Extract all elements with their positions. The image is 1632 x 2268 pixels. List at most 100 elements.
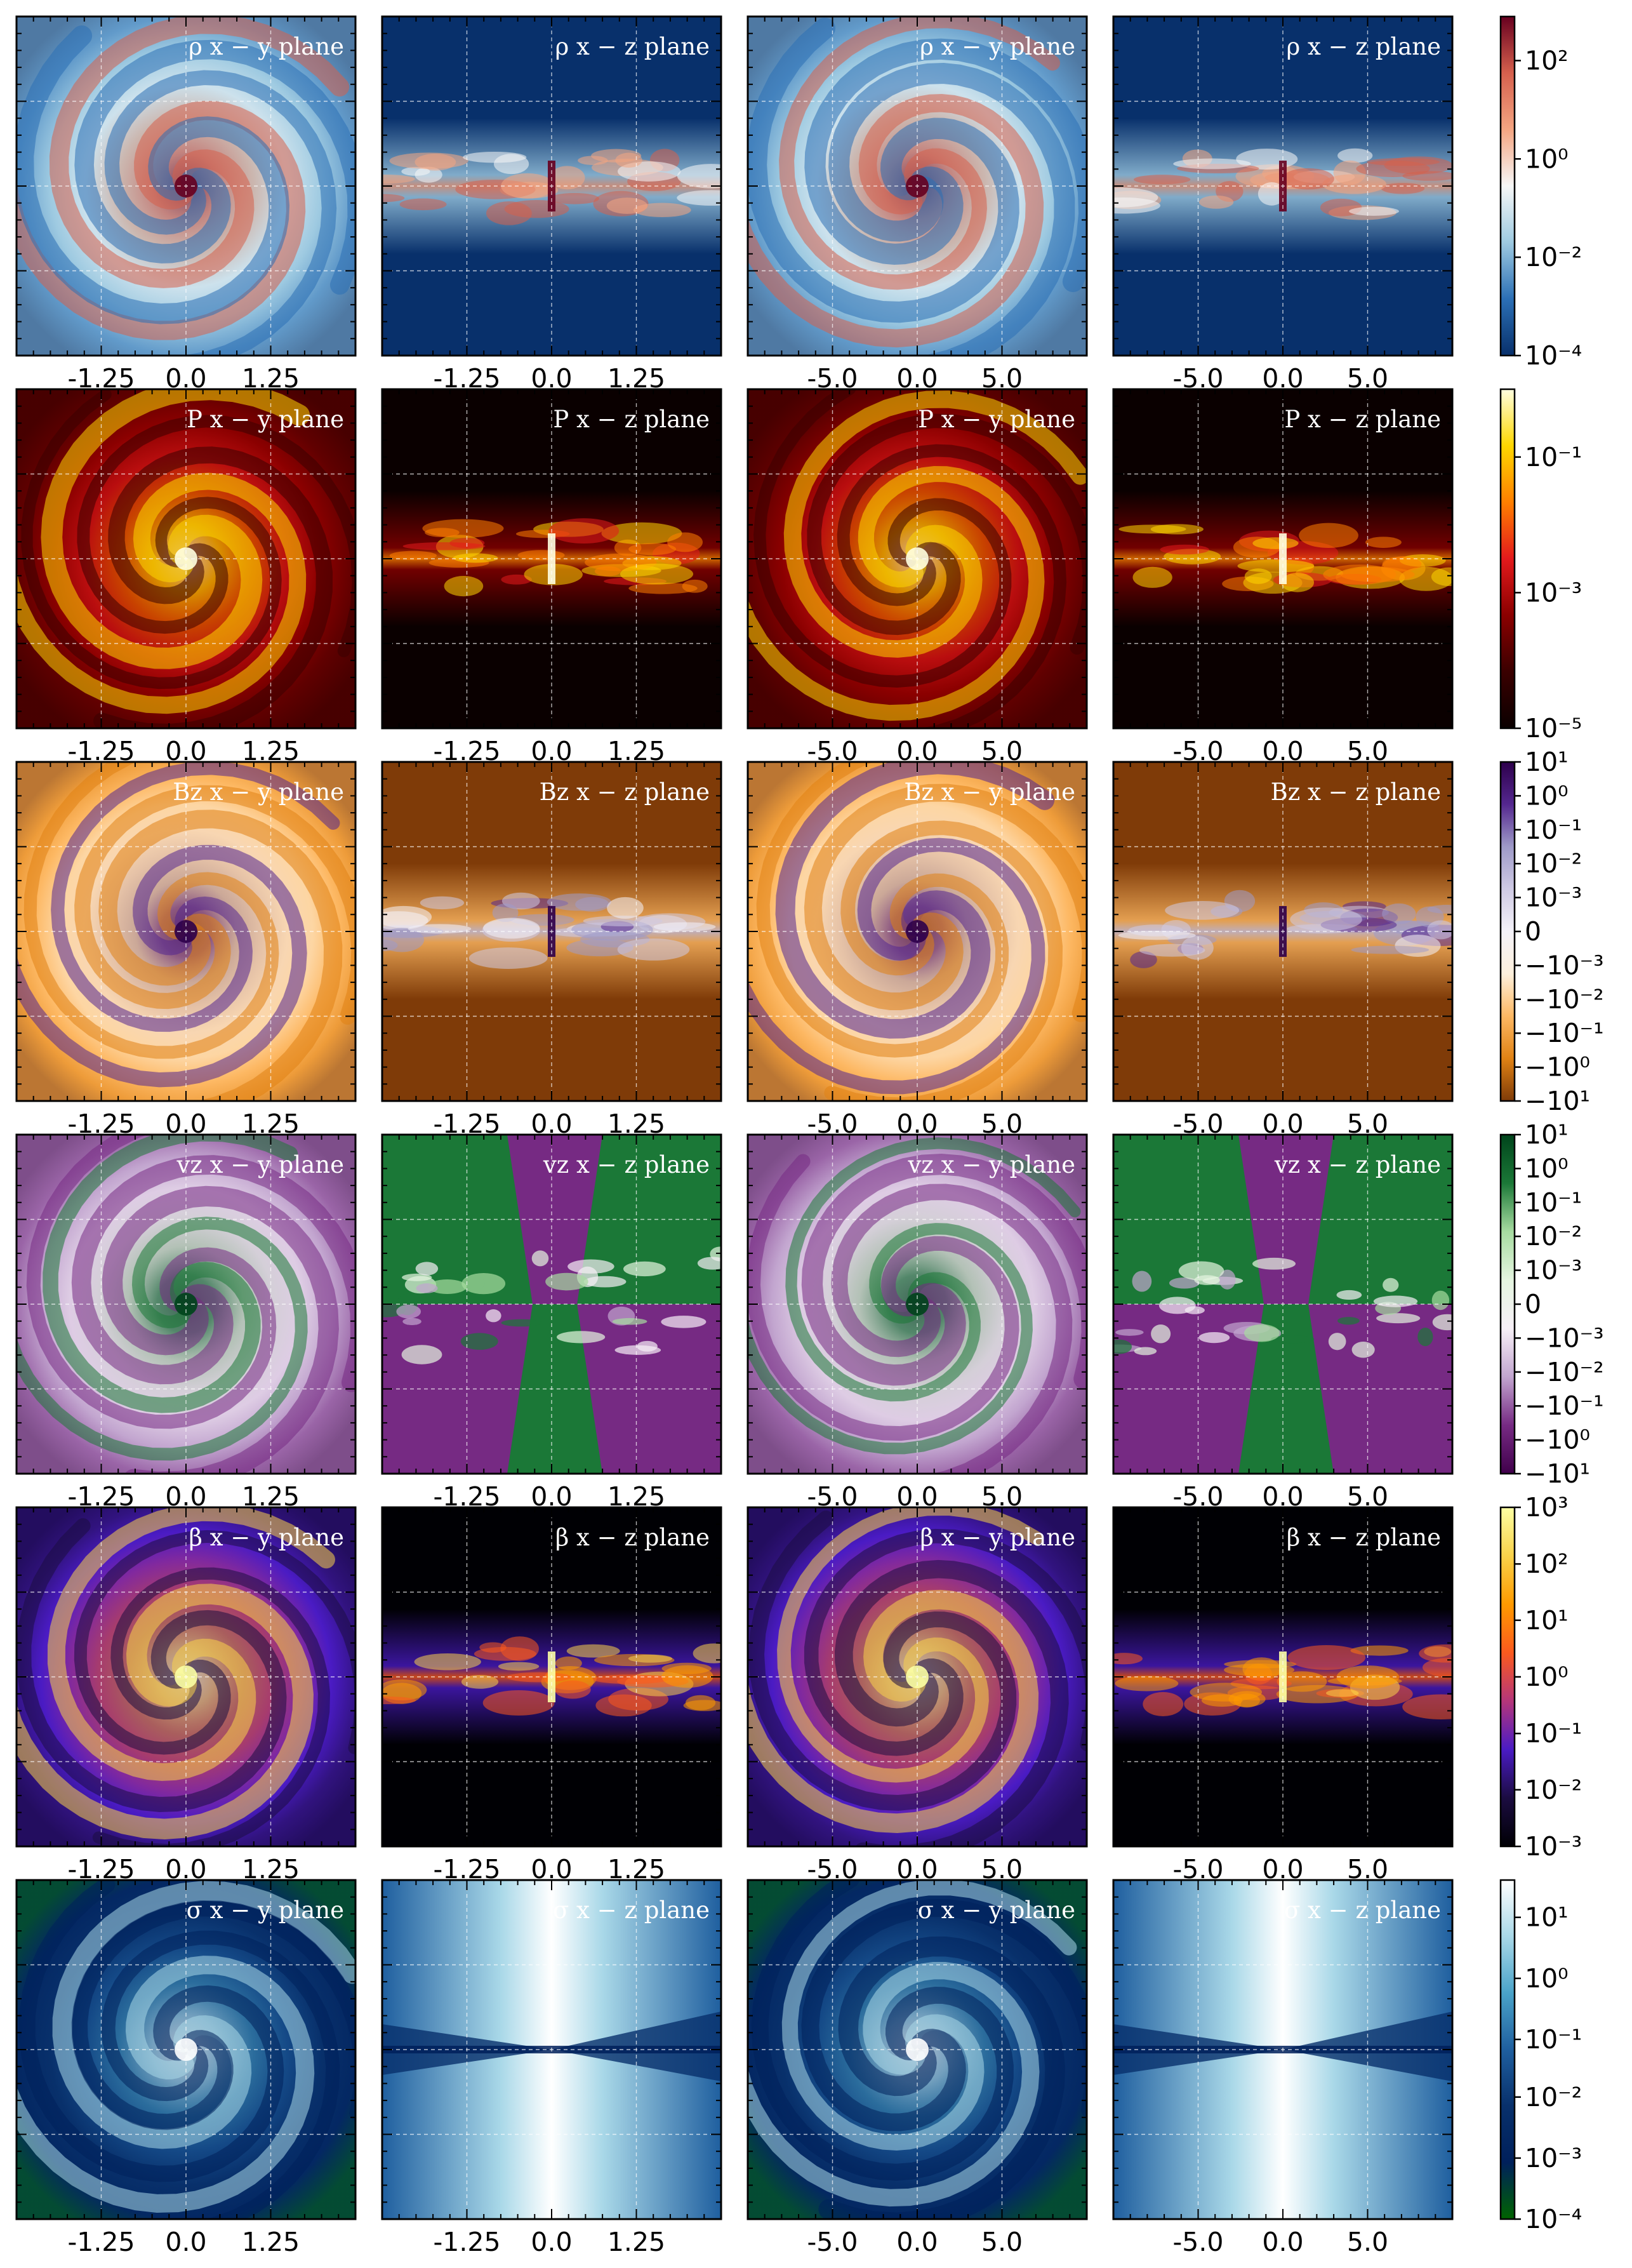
panel-title: vz x − y plane bbox=[176, 1151, 344, 1178]
colorbar-tick-label: 10² bbox=[1525, 45, 1569, 76]
colorbar-tick-label: 10⁻¹ bbox=[1525, 442, 1582, 472]
panel-title: Bz x − z plane bbox=[540, 778, 710, 806]
panel-r3-c2: Bz x − z plane-1.25 0.0 1.25 bbox=[381, 761, 722, 1139]
x-tick-label: 5.0 bbox=[981, 2227, 1023, 2257]
panel-r5-c4: β x − z plane-5.0 0.0 5.0 bbox=[1112, 1506, 1454, 1884]
colorbar-gradient bbox=[1499, 15, 1516, 357]
colorbar-tick-label: 10¹ bbox=[1525, 1605, 1569, 1636]
colorbar-tick-label: 10⁰ bbox=[1525, 143, 1569, 174]
colorbar-tick-label: 10² bbox=[1525, 1549, 1569, 1579]
x-tick-label: -5.0 bbox=[807, 2227, 858, 2257]
colorbar-tick-label: −10⁰ bbox=[1525, 1052, 1590, 1083]
panel-r5-c3: β x − y plane-5.0 0.0 5.0 bbox=[746, 1506, 1088, 1884]
panel-title: σ x − y plane bbox=[918, 1897, 1075, 1924]
colorbar-gradient bbox=[1499, 1506, 1516, 1848]
colorbar-gradient bbox=[1499, 388, 1516, 730]
colorbar-row-5: 10³ 10² 10¹ 10⁰ 10⁻¹ 10⁻² 10⁻³ bbox=[1499, 1492, 1582, 1862]
panel-title: Bz x − y plane bbox=[173, 778, 344, 806]
colorbar-tick-label: −10⁻² bbox=[1525, 1357, 1604, 1387]
colorbar-tick-label: −10⁻¹ bbox=[1525, 1391, 1604, 1421]
panel-title: σ x − z plane bbox=[1284, 1897, 1441, 1924]
panel-title: P x − z plane bbox=[1284, 406, 1441, 433]
panel-title: P x − y plane bbox=[187, 406, 344, 433]
panel-title: β x − y plane bbox=[189, 1524, 344, 1551]
colorbar-tick-label: −10⁻¹ bbox=[1525, 1018, 1604, 1048]
x-tick-label: -5.0 bbox=[1173, 2227, 1224, 2257]
colorbar-tick-label: 10⁻³ bbox=[1525, 577, 1582, 608]
colorbar-gradient bbox=[1499, 1133, 1516, 1475]
panel-r1-c4: ρ x − z plane-5.0 0.0 5.0 bbox=[1112, 15, 1454, 394]
x-tick-label: 1.25 bbox=[607, 2227, 665, 2257]
colorbar-tick-label: 10⁻³ bbox=[1525, 1831, 1582, 1862]
colorbar-gradient bbox=[1499, 1879, 1516, 2220]
field-image bbox=[17, 762, 355, 1101]
colorbar-tick-label: 10⁻² bbox=[1525, 242, 1582, 272]
colorbar-tick-label: 10⁻³ bbox=[1525, 883, 1582, 913]
x-tick-label: 0.0 bbox=[165, 2227, 206, 2257]
x-tick-label: 0.0 bbox=[1262, 2227, 1303, 2257]
colorbar-tick-label: 10¹ bbox=[1525, 747, 1569, 777]
x-tick-label: 5.0 bbox=[1347, 2227, 1388, 2257]
colorbar-tick-label: 10⁻² bbox=[1525, 1775, 1582, 1805]
colorbar-tick-label: −10⁻³ bbox=[1525, 950, 1604, 980]
x-tick-label: 0.0 bbox=[531, 2227, 572, 2257]
colorbar-tick-label: 0 bbox=[1525, 916, 1541, 947]
x-tick-label: 0.0 bbox=[896, 2227, 938, 2257]
panel-r4-c2: vz x − z plane-1.25 0.0 1.25 bbox=[381, 1133, 722, 1512]
colorbar-tick-label: −10¹ bbox=[1525, 1086, 1590, 1116]
panel-r2-c4: P x − z plane-5.0 0.0 5.0 bbox=[1112, 388, 1454, 766]
panel-title: vz x − y plane bbox=[907, 1151, 1075, 1178]
panel-title: ρ x − z plane bbox=[555, 33, 710, 60]
colorbar-tick-label: 10⁻⁴ bbox=[1525, 340, 1582, 371]
panel-r1-c2: ρ x − z plane-1.25 0.0 1.25 bbox=[381, 15, 722, 394]
panel-title: vz x − z plane bbox=[543, 1151, 710, 1178]
field-image bbox=[17, 1880, 355, 2219]
panel-r6-c2: σ x − z plane -1.25 0.0 1.25 bbox=[381, 1879, 722, 2257]
colorbar-tick-label: 10⁻¹ bbox=[1525, 815, 1582, 845]
colorbar-tick-label: −10⁰ bbox=[1525, 1425, 1590, 1455]
panel-title: Bz x − y plane bbox=[904, 778, 1075, 806]
field-image bbox=[748, 1507, 1087, 1846]
colorbar-tick-label: 10⁻³ bbox=[1525, 1255, 1582, 1286]
panel-title: β x − z plane bbox=[555, 1524, 710, 1551]
colorbar-tick-label: 10⁻¹ bbox=[1525, 2024, 1582, 2055]
panel-r2-c3: P x − y plane-5.0 0.0 5.0 bbox=[746, 388, 1088, 766]
colorbar-tick-label: 10⁻² bbox=[1525, 848, 1582, 879]
colorbar-tick-label: 10⁰ bbox=[1525, 1153, 1569, 1184]
colorbar-column: 10²10⁰10⁻²10⁻⁴10⁻¹10⁻³10⁻⁵10¹10⁰10⁻¹10⁻²… bbox=[1499, 15, 1604, 2234]
panel-r3-c1: Bz x − y plane-1.25 0.0 1.25 bbox=[15, 761, 357, 1139]
field-image bbox=[17, 1507, 355, 1846]
panel-r3-c3: Bz x − y plane-5.0 0.0 5.0 bbox=[746, 761, 1088, 1139]
panel-r6-c1: σ x − y plane -1.25 0.0 1.25 bbox=[15, 1879, 357, 2257]
panel-title: σ x − z plane bbox=[553, 1897, 710, 1924]
panel-r2-c2: P x − z plane-1.25 0.0 1.25 bbox=[381, 388, 722, 766]
colorbar-gradient bbox=[1499, 761, 1516, 1102]
panel-title: ρ x − y plane bbox=[920, 33, 1075, 60]
colorbar-tick-label: 10⁻² bbox=[1525, 1221, 1582, 1251]
colorbar-tick-label: 0 bbox=[1525, 1289, 1541, 1319]
colorbar-tick-label: 10⁰ bbox=[1525, 1662, 1569, 1692]
panel-title: Bz x − z plane bbox=[1271, 778, 1441, 806]
field-image bbox=[17, 17, 355, 356]
x-tick-label: -1.25 bbox=[433, 2227, 500, 2257]
panel-r2-c1: P x − y plane-1.25 0.0 1.25 bbox=[15, 388, 357, 766]
colorbar-tick-label: 10³ bbox=[1525, 1492, 1569, 1523]
field-image bbox=[748, 1135, 1087, 1474]
field-image bbox=[748, 389, 1087, 728]
field-image bbox=[748, 1880, 1087, 2219]
colorbar-row-6: 10¹ 10⁰ 10⁻¹ 10⁻² 10⁻³ 10⁻⁴ bbox=[1499, 1879, 1582, 2234]
panel-r6-c4: σ x − z plane -5.0 0.0 5.0 bbox=[1112, 1879, 1454, 2257]
panel-r4-c1: vz x − y plane-1.25 0.0 1.25 bbox=[15, 1133, 357, 1512]
colorbar-tick-label: −10⁻³ bbox=[1525, 1323, 1604, 1353]
colorbar-tick-label: −10¹ bbox=[1525, 1458, 1590, 1489]
panel-r6-c3: σ x − y plane -5.0 0.0 5.0 bbox=[746, 1879, 1088, 2257]
panel-title: β x − z plane bbox=[1287, 1524, 1441, 1551]
x-tick-label: 1.25 bbox=[242, 2227, 300, 2257]
panel-r1-c1: ρ x − y plane-1.25 0.0 1.25 bbox=[15, 15, 357, 394]
panel-title: P x − y plane bbox=[918, 406, 1075, 433]
field-image bbox=[17, 389, 355, 728]
panel-title: vz x − z plane bbox=[1274, 1151, 1441, 1178]
colorbar-tick-label: 10⁻² bbox=[1525, 2082, 1582, 2112]
